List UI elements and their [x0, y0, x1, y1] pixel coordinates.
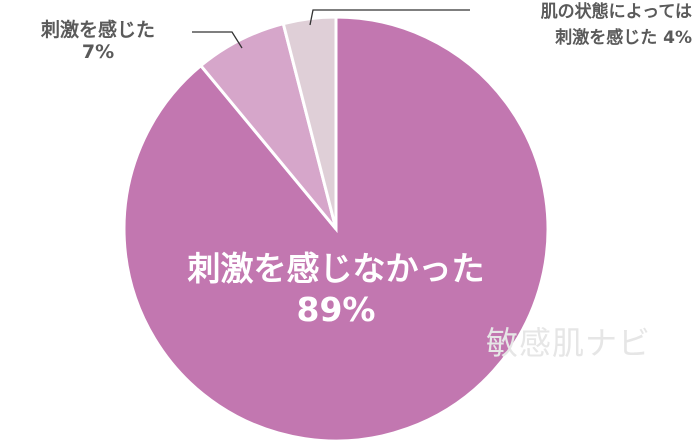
- slice-sometimes-irritated: [281, 15, 338, 230]
- slice-label-irritated: 刺激を感じた 7%: [8, 19, 188, 64]
- leader-line-sometimes: [309, 9, 470, 26]
- slice-label-text: 刺激を感じなかった: [187, 249, 485, 288]
- slice-value-text: 4%: [663, 27, 692, 48]
- slice-value-text: 89%: [296, 290, 376, 330]
- slice-label-not-irritated: 刺激を感じなかった 89%: [136, 248, 536, 331]
- slice-label-text: 刺激を感じた: [555, 27, 658, 48]
- slice-label-text: 刺激を感じた: [40, 19, 155, 41]
- slice-label-text: 肌の状態によっては: [540, 2, 692, 22]
- slice-value-text: 7%: [81, 40, 115, 63]
- leader-line-irritated: [192, 31, 243, 49]
- watermark-logo: 敏感肌ナビ: [486, 324, 652, 362]
- slice-label-sometimes: 肌の状態によっては 刺激を感じた 4%: [470, 0, 700, 51]
